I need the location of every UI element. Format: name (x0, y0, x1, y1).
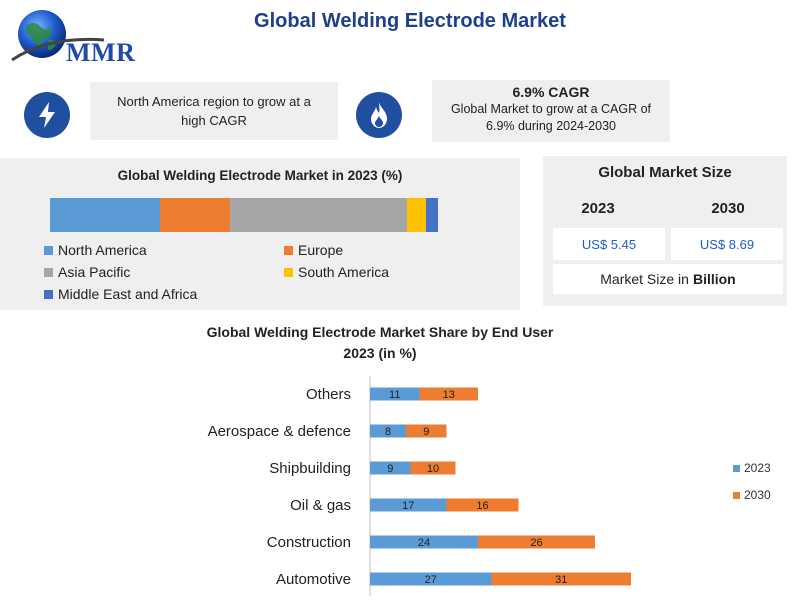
year-2030-label: 2030 (711, 200, 745, 217)
bar-2030 (410, 461, 456, 475)
legend-swatch (284, 267, 293, 277)
legend-label: Middle East and Africa (58, 286, 198, 302)
legend-swatch-2023 (733, 465, 740, 472)
region-bar-segment-asia-pacific (230, 198, 407, 232)
market-value-2023: US$ 5.45 (553, 228, 665, 260)
category-label: Shipbuilding (269, 460, 351, 477)
category-label: Automotive (276, 571, 351, 588)
bar-2030 (478, 535, 595, 549)
data-label: 24 (418, 537, 430, 549)
legend-label: South America (298, 264, 390, 280)
region-share-panel: Global Welding Electrode Market in 2023 … (0, 158, 520, 310)
legend-label: North America (58, 242, 147, 258)
bar-2023 (370, 387, 420, 401)
legend-label-2023: 2023 (744, 461, 771, 475)
legend-item: Asia Pacific (44, 264, 130, 280)
data-label: 26 (530, 537, 542, 549)
legend-swatch (44, 267, 53, 277)
legend-label: Asia Pacific (58, 264, 131, 280)
logo-text: MMR (66, 38, 136, 67)
legend-swatch (284, 245, 293, 255)
bar-2023 (370, 498, 447, 512)
market-size-panel: Global Market Size 2023 2030 US$ 5.45 US… (543, 156, 787, 306)
category-label: Others (306, 386, 351, 403)
data-label: 31 (555, 574, 567, 586)
region-highlight-card: North America region to grow at a high C… (90, 82, 338, 140)
legend-swatch (44, 289, 53, 299)
region-bar-segment-middle-east-and-africa (426, 198, 438, 232)
legend-swatch (44, 245, 53, 255)
data-label: 9 (387, 463, 393, 475)
region-bar-segment-north-america (50, 198, 160, 232)
unit-prefix: Market Size in (600, 271, 689, 287)
data-label: 17 (402, 500, 414, 512)
bar-2030 (406, 424, 447, 438)
legend-swatch-2030 (733, 492, 740, 499)
unit-bold: Billion (692, 271, 736, 287)
legend-label-2030: 2030 (744, 488, 771, 502)
region-highlight-text: North America region to grow at a high C… (117, 94, 311, 128)
bar-2023 (370, 461, 411, 475)
market-size-title: Global Market Size (598, 164, 732, 181)
legend-item: South America (284, 264, 389, 280)
bar-2030 (419, 387, 478, 401)
category-label: Aerospace & defence (208, 423, 351, 440)
category-label: Construction (267, 534, 351, 551)
market-value-2030: US$ 8.69 (671, 228, 783, 260)
cagr-card: 6.9% CAGR Global Market to grow at a CAG… (432, 80, 670, 142)
bar-2023 (370, 572, 492, 586)
year-2023-label: 2023 (581, 200, 615, 217)
cagr-text: Global Market to grow at a CAGR of 6.9% … (450, 102, 652, 133)
region-bar-segment-europe (159, 198, 231, 232)
end-user-chart-title: Global Welding Electrode Market Share by… (206, 324, 554, 361)
data-label: 10 (427, 463, 439, 475)
region-chart-title: Global Welding Electrode Market in 2023 … (117, 168, 403, 183)
legend-item: Europe (284, 242, 343, 258)
bar-2030 (446, 498, 519, 512)
data-label: 16 (476, 500, 488, 512)
mmr-logo (11, 10, 105, 62)
market-size-unit: Market Size in Billion (553, 264, 783, 294)
page-title: Global Welding Electrode Market (254, 10, 566, 32)
bar-2023 (370, 535, 478, 549)
legend-item: Middle East and Africa (44, 286, 197, 302)
legend-item: North America (44, 242, 147, 258)
category-label: Oil & gas (290, 497, 351, 514)
region-stacked-bar (50, 198, 438, 232)
cagr-title: 6.9% CAGR (512, 84, 590, 100)
lightning-bolt-icon (24, 92, 70, 138)
flame-icon (356, 92, 402, 138)
legend-label: Europe (298, 242, 344, 258)
bar-2023 (370, 424, 406, 438)
bar-2030 (491, 572, 631, 586)
data-label: 9 (423, 426, 429, 438)
data-label: 27 (425, 574, 437, 586)
data-label: 11 (389, 389, 400, 401)
data-label: 8 (385, 426, 391, 438)
data-label: 13 (443, 389, 455, 401)
region-bar-segment-south-america (406, 198, 427, 232)
